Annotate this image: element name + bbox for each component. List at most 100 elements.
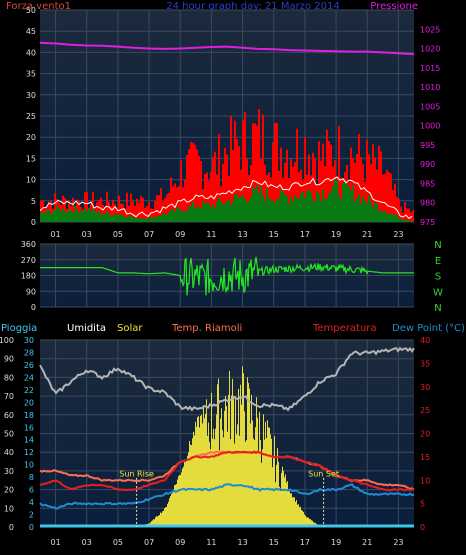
- solar-bar: [196, 426, 197, 527]
- wind-average-bar: [64, 211, 66, 222]
- rain-tick-label: 20: [24, 398, 34, 407]
- solar-bar: [308, 517, 309, 527]
- wind-gust-bar: [274, 123, 276, 222]
- wind-gust-bar: [388, 172, 390, 222]
- wind-tick-label: 40: [26, 48, 36, 57]
- wind-gust-bar: [354, 162, 356, 222]
- wind-gust-bar: [100, 197, 102, 222]
- wind-average-bar: [108, 213, 110, 222]
- solar-bar: [224, 410, 225, 527]
- temperature-line: [39, 450, 415, 492]
- wind-average-bar: [240, 196, 242, 222]
- wind-average-bar: [244, 197, 246, 222]
- wind-gust-bar: [114, 204, 116, 222]
- wind-average-bar: [410, 221, 412, 222]
- solar-bar: [237, 424, 238, 527]
- wind-average-bar: [314, 201, 316, 222]
- wind-average-bar: [292, 201, 294, 222]
- wind-gust-bar: [254, 123, 256, 222]
- wind-gust-bar: [116, 207, 118, 222]
- solar-bar: [168, 501, 169, 527]
- solar-bar: [284, 477, 285, 527]
- solar-bar: [228, 394, 229, 527]
- wind-gust-bar: [130, 193, 132, 222]
- wind-gust-bar: [258, 109, 260, 222]
- wind-average-bar: [202, 200, 204, 222]
- humidity-tick-label: 0: [9, 523, 14, 532]
- wind-average-bar: [138, 218, 140, 222]
- meteo-x-tick-label: 15: [269, 538, 279, 547]
- meteo-x-tick-label: 13: [237, 538, 247, 547]
- temperature-tick-label: 20: [420, 430, 430, 439]
- solar-bar: [221, 408, 222, 527]
- wind-average-bar: [388, 213, 390, 222]
- wind-average-bar: [282, 191, 284, 222]
- temperature-tick-label: 10: [420, 476, 430, 485]
- wind-gust-bar: [102, 204, 104, 222]
- wind-average-bar: [208, 202, 210, 222]
- wind-average-bar: [396, 214, 398, 222]
- wind-gust-bar: [212, 156, 214, 222]
- wind-gust-bar: [140, 195, 142, 222]
- solar-bar: [185, 462, 186, 527]
- rain-tick-label: 8: [29, 473, 34, 482]
- wind-average-bar: [340, 198, 342, 222]
- wind-average-bar: [114, 213, 116, 222]
- wind-average-bar: [344, 180, 346, 222]
- wind-gust-bar: [304, 137, 306, 222]
- solar-bar: [199, 427, 200, 527]
- solar-bar: [288, 489, 289, 527]
- wind-gust-bar: [390, 173, 392, 222]
- solar-bar: [279, 486, 280, 527]
- wind-average-bar: [188, 205, 190, 222]
- wind-average-bar: [168, 211, 170, 222]
- solar-bar: [271, 438, 272, 527]
- humidity-line: [39, 346, 415, 412]
- wind-gust-bar: [278, 170, 280, 222]
- wind-average-bar: [58, 208, 60, 222]
- wind-average-bar: [44, 212, 46, 222]
- solar-bar: [154, 519, 155, 527]
- wind-average-bar: [264, 200, 266, 222]
- wind-average-bar: [402, 219, 404, 222]
- wind-gust-bar: [376, 169, 378, 222]
- wind-average-bar: [160, 215, 162, 222]
- wind-average-bar: [232, 200, 234, 222]
- solar-bar: [306, 517, 307, 527]
- wind-average-bar: [368, 195, 370, 222]
- solar-bar: [266, 438, 267, 527]
- solar-bar: [173, 491, 174, 527]
- wind-gust-bar: [408, 208, 410, 222]
- legend-label-0: Pioggia: [1, 323, 37, 334]
- wind-gust-bar: [246, 157, 248, 222]
- wind-gust-bar: [280, 147, 282, 222]
- rain-tick-label: 6: [29, 486, 34, 495]
- wind-gust-bar: [308, 154, 310, 222]
- wind-gust-bar: [122, 203, 124, 222]
- solar-bar: [261, 462, 262, 527]
- wind-average-bar: [376, 203, 378, 222]
- solar-bar: [287, 480, 288, 527]
- wind-average-bar: [324, 198, 326, 222]
- wind-average-bar: [394, 215, 396, 222]
- wind-gust-bar: [296, 128, 298, 222]
- pressure-tick-label: 990: [420, 160, 435, 169]
- meteo-x-tick-label: 03: [82, 538, 92, 547]
- wind-tick-label: 20: [26, 133, 36, 142]
- solar-bar: [223, 437, 224, 527]
- wind-average-bar: [296, 197, 298, 222]
- wind-gust-bar: [182, 187, 184, 222]
- wind-average-bar: [106, 211, 108, 222]
- wind-gust-bar: [200, 160, 202, 222]
- compass-label: N: [434, 240, 441, 251]
- humidity-tick-label: 60: [4, 411, 14, 420]
- wind-gust-bar: [252, 123, 254, 222]
- sun-set-label: Sun Set: [308, 470, 339, 479]
- pressure-tick-label: 985: [420, 179, 435, 188]
- wind-average-bar: [358, 193, 360, 222]
- meteo-x-tick-label: 23: [393, 538, 403, 547]
- rain-tick-label: 18: [24, 411, 34, 420]
- wind-average-bar: [82, 211, 84, 222]
- wind-gust-bar: [232, 150, 234, 222]
- meteo-x-tick-label: 21: [362, 538, 372, 547]
